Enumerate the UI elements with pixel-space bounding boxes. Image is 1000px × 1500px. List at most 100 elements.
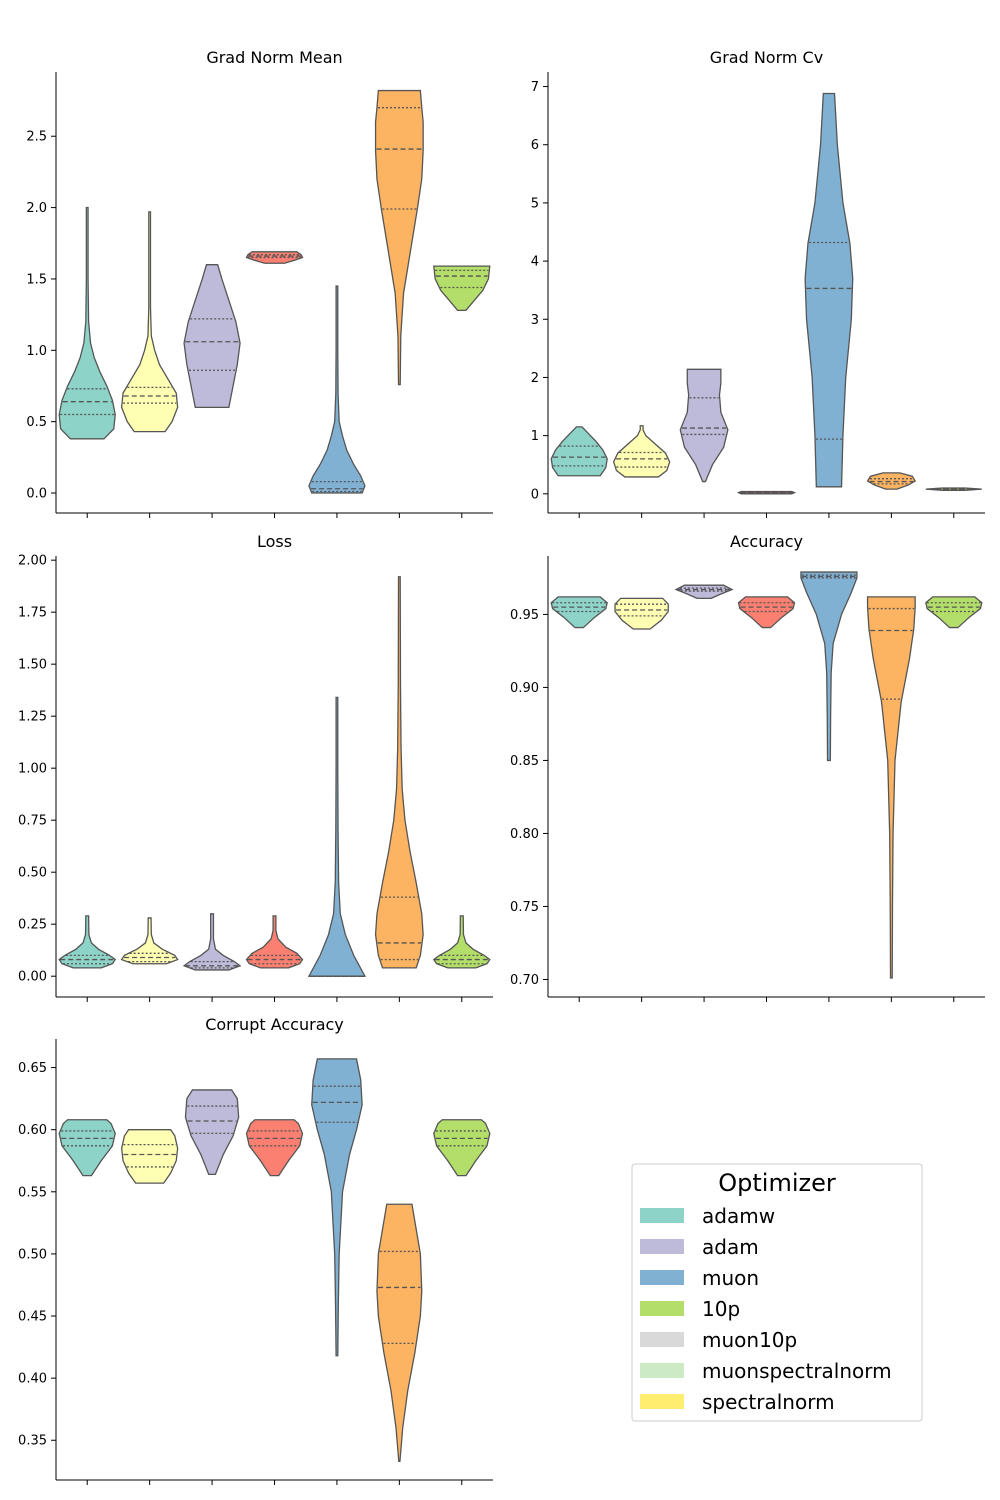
violin-2: [183, 264, 241, 409]
legend-swatch: [640, 1332, 684, 1347]
violin-body: [307, 696, 367, 977]
legend-entry: spectralnorm: [640, 1390, 835, 1414]
violin-0: [58, 1119, 116, 1177]
violin-body: [679, 368, 729, 483]
violin-body: [245, 251, 304, 264]
y-tick-label: 0.65: [18, 1061, 47, 1076]
violin-5: [866, 596, 916, 979]
legend-entry: 10p: [640, 1297, 740, 1321]
violin-0: [550, 596, 608, 629]
legend-entry: adamw: [640, 1204, 775, 1228]
violin-body: [866, 472, 917, 490]
violin-2: [182, 913, 242, 971]
violin-body: [376, 1203, 423, 1463]
violin-body: [308, 285, 366, 494]
violin-3: [245, 251, 304, 264]
violin-body: [120, 211, 179, 433]
violin-0: [550, 426, 608, 477]
violin-6: [925, 487, 982, 491]
violin-3: [737, 596, 796, 629]
violin-body: [182, 913, 242, 971]
violin-5: [374, 89, 424, 386]
violin-body: [374, 89, 424, 386]
legend-entry: adam: [640, 1235, 759, 1259]
violin-1: [614, 597, 669, 630]
subplot-title: Grad Norm Mean: [206, 48, 342, 67]
violin-body: [737, 596, 796, 629]
violin-body: [925, 596, 983, 629]
legend-swatch: [640, 1270, 684, 1285]
violin-body: [311, 1058, 363, 1357]
violin-2: [184, 1089, 240, 1176]
y-tick-label: 0.75: [18, 814, 47, 829]
violin-body: [183, 264, 241, 409]
y-tick-label: 0: [531, 487, 539, 502]
violin-2: [674, 584, 734, 599]
y-tick-label: 4: [531, 255, 539, 270]
violin-3: [245, 915, 304, 969]
violin-body: [120, 1129, 179, 1184]
y-tick-label: 1.00: [18, 762, 47, 777]
violin-body: [614, 597, 669, 630]
legend-entry: muonspectralnorm: [640, 1359, 892, 1383]
y-tick-label: 0.70: [510, 973, 539, 988]
y-tick-label: 0.00: [18, 970, 47, 985]
y-tick-label: 7: [531, 80, 539, 95]
violin-body: [866, 596, 916, 979]
y-tick-label: 0.55: [18, 1185, 47, 1200]
y-tick-label: 0.35: [18, 1434, 47, 1449]
legend-title: Optimizer: [718, 1169, 836, 1197]
violin-body: [433, 1119, 491, 1177]
y-tick-label: 0.5: [26, 415, 47, 430]
legend-entry: muon: [640, 1266, 759, 1290]
y-tick-label: 0.60: [18, 1123, 47, 1138]
y-tick-label: 0.95: [510, 608, 539, 623]
violin-6: [925, 596, 983, 629]
y-tick-label: 0.50: [18, 1247, 47, 1262]
violin-2: [679, 368, 729, 483]
legend-label: 10p: [702, 1297, 740, 1321]
violin-5: [374, 576, 424, 969]
violin-body: [550, 596, 608, 629]
legend-label: spectralnorm: [702, 1390, 835, 1414]
y-tick-label: 1.0: [26, 344, 47, 359]
violin-6: [432, 915, 491, 969]
violin-4: [311, 1058, 363, 1357]
y-tick-label: 2.00: [18, 554, 47, 569]
subplot-title: Corrupt Accuracy: [205, 1015, 344, 1034]
y-tick-label: 2.0: [26, 201, 47, 216]
violin-6: [433, 265, 491, 311]
violin-3: [245, 1119, 304, 1177]
violin-body: [612, 425, 671, 478]
violin-5: [376, 1203, 423, 1463]
violin-3: [736, 490, 797, 495]
legend-label: muon: [702, 1266, 759, 1290]
violin-body: [550, 426, 608, 477]
legend-frame: [631, 1163, 923, 1422]
subplot-3: Accuracy 0.70 0.75 0.80 0.85 0.90 0.95: [510, 532, 985, 1002]
y-tick-label: 1.25: [18, 710, 47, 725]
violin-0: [58, 915, 117, 969]
violin-4: [804, 92, 854, 488]
subplot-4: Corrupt Accuracy 0.35 0.40 0.45 0.50 0.55 0.60…: [18, 1015, 493, 1485]
legend-entry: muon10p: [640, 1328, 797, 1352]
legend-swatch: [640, 1301, 684, 1316]
violin-body: [432, 915, 491, 969]
y-tick-label: 0.85: [510, 754, 539, 769]
violin-0: [58, 206, 116, 440]
legend-swatch: [640, 1394, 684, 1409]
legend-swatch: [640, 1239, 684, 1254]
y-tick-label: 0.0: [26, 487, 47, 502]
violin-body: [58, 915, 117, 969]
y-tick-label: 2.5: [26, 130, 47, 145]
violin-body: [800, 571, 858, 762]
violin-body: [184, 1089, 240, 1176]
y-tick-label: 5: [531, 196, 539, 211]
violin-4: [308, 285, 366, 494]
violin-body: [58, 206, 116, 440]
violin-4: [800, 571, 858, 762]
violin-4: [307, 696, 367, 977]
legend-swatch: [640, 1208, 684, 1223]
violin-body: [804, 92, 854, 488]
